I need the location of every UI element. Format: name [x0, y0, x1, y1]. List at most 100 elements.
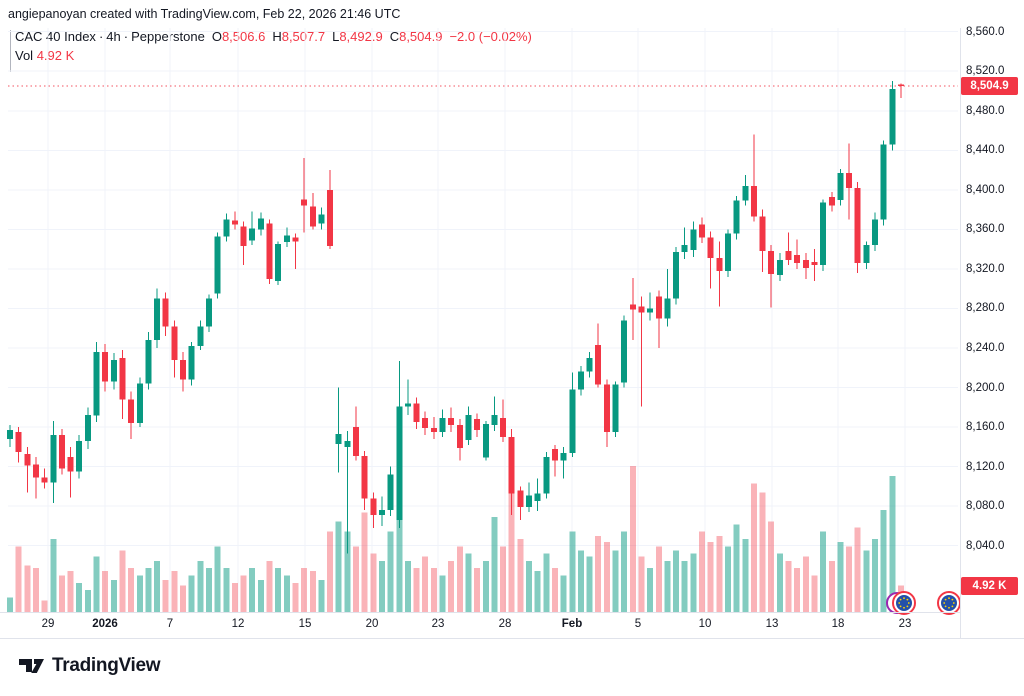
price-axis-label: 8,440.0 — [966, 144, 1005, 156]
last-volume-label: 4.92 K — [961, 577, 1018, 595]
volume-bar — [889, 476, 896, 612]
candle-body — [430, 428, 437, 433]
price-axis-label: 8,400.0 — [966, 184, 1005, 196]
candle-body — [145, 340, 152, 384]
price-axis-label: 8,080.0 — [966, 500, 1005, 512]
tradingview-logo[interactable]: TradingView — [18, 654, 161, 678]
candle-body — [67, 456, 74, 472]
volume-bar — [188, 575, 195, 612]
price-axis-label: 8,120.0 — [966, 461, 1005, 473]
candle-body — [733, 200, 740, 234]
candle-body — [759, 216, 766, 252]
candle-body — [162, 298, 169, 327]
time-axis-label: 18 — [831, 618, 845, 630]
candle-body — [543, 456, 550, 494]
candle-body — [638, 306, 645, 313]
volume-bar — [15, 546, 22, 612]
volume-bar — [534, 571, 541, 612]
volume-bar — [24, 565, 31, 612]
candle-body — [586, 357, 593, 372]
volume-bar — [309, 571, 316, 612]
legend-separator: · — [98, 29, 104, 44]
candle-body — [820, 202, 827, 265]
symbol-name: CAC 40 Index — [15, 29, 96, 44]
volume-bar — [690, 553, 697, 612]
volume-bar — [387, 531, 394, 612]
volume-bar — [344, 531, 351, 612]
candle-body — [76, 440, 83, 472]
candle-body — [15, 432, 22, 452]
candle-body — [595, 345, 602, 385]
volume-bar — [396, 502, 403, 612]
volume-bar — [759, 492, 766, 612]
candle-body — [655, 296, 662, 319]
ohlc-key: C — [389, 29, 400, 44]
volume-bar — [266, 560, 273, 612]
ohlc-value: 8,506.6 — [221, 29, 266, 44]
volume-bar — [76, 582, 83, 612]
candle-body — [7, 430, 13, 439]
candle-body — [119, 357, 126, 400]
candle-body — [335, 434, 342, 444]
candle-body — [361, 455, 368, 499]
volume-bar — [846, 546, 853, 612]
candle-body — [673, 252, 680, 299]
time-axis-label: 23 — [431, 618, 445, 630]
candle-body — [508, 437, 515, 494]
volume-bar — [707, 541, 714, 612]
volume-bar — [249, 568, 256, 612]
candle-body — [776, 260, 783, 275]
volume-bar — [136, 575, 143, 612]
eu-flag-star — [951, 605, 954, 608]
eu-flag-star — [899, 605, 902, 608]
eu-flag-star — [906, 605, 909, 608]
candle-body — [396, 406, 403, 520]
volume-bar — [776, 553, 783, 612]
eu-flag-star — [944, 605, 947, 608]
candle-body — [603, 384, 610, 432]
symbol-provider: Pepperstone — [131, 29, 205, 44]
candle-body — [404, 403, 411, 407]
price-axis-label: 8,280.0 — [966, 302, 1005, 314]
volume-bar — [231, 582, 238, 612]
candle-body — [742, 185, 749, 201]
volume-bar — [162, 579, 169, 612]
price-scale-border — [960, 28, 961, 638]
time-scale-border — [0, 612, 960, 613]
candle-body — [552, 448, 558, 461]
volume-bar — [500, 546, 507, 612]
candle-body — [171, 326, 178, 360]
volume-bar — [102, 571, 109, 612]
tradingview-logo-text: TradingView — [52, 655, 161, 676]
candle-body — [327, 189, 334, 247]
eu-flag-star — [952, 602, 955, 604]
candle-body — [84, 415, 91, 441]
candle-body — [681, 245, 688, 253]
candle-body — [214, 236, 221, 294]
candle-body — [257, 218, 264, 230]
volume-bar — [880, 509, 887, 612]
volume-bar — [41, 600, 48, 612]
candle-body — [750, 185, 757, 217]
symbol-interval: 4h — [106, 29, 121, 44]
candle-body — [854, 187, 861, 263]
volume-bar — [50, 539, 57, 612]
candle-body — [577, 371, 584, 390]
candle-body — [465, 415, 472, 440]
candle-body — [33, 464, 39, 478]
volume-bar — [699, 531, 705, 612]
volume-bar — [171, 571, 178, 612]
volume-bar — [681, 560, 688, 612]
volume-bar — [292, 582, 299, 612]
volume-bar — [837, 541, 844, 612]
volume-legend[interactable]: Vol 4.92 K — [15, 48, 74, 63]
volume-bar — [863, 550, 870, 612]
volume-bar — [327, 531, 334, 612]
candle-body — [707, 237, 714, 259]
volume-bar — [517, 539, 524, 612]
candle-body — [526, 495, 532, 508]
volume-bar — [673, 550, 680, 612]
volume-bar — [430, 568, 437, 612]
candle-body — [283, 235, 290, 243]
